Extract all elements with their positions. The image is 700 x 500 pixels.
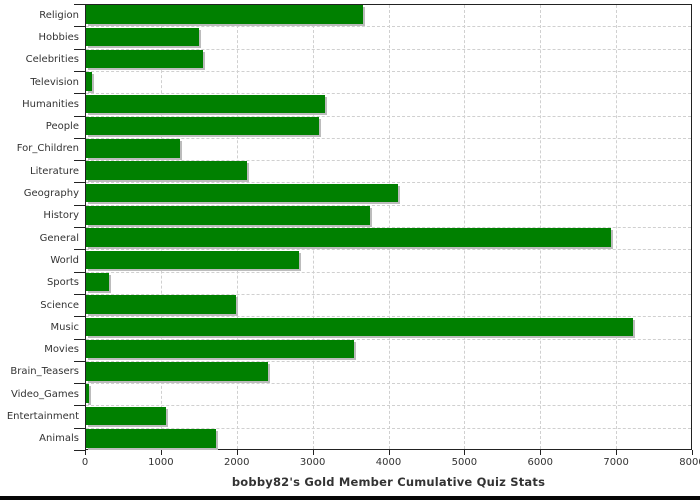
x-axis-tick xyxy=(236,450,238,455)
y-axis-tick xyxy=(74,204,85,206)
x-axis-tick-label: 0 xyxy=(81,457,89,468)
x-axis-tick xyxy=(388,450,390,455)
x-axis-tick-label: 6000 xyxy=(527,457,553,468)
x-axis-tick-label: 5000 xyxy=(451,457,478,468)
y-axis-label: Video_Games xyxy=(11,388,79,400)
bottom-window-edge xyxy=(0,496,700,500)
y-axis-tick xyxy=(74,4,85,5)
bar-world xyxy=(86,250,299,270)
y-axis-tick xyxy=(74,360,85,362)
x-axis-tick xyxy=(312,450,314,455)
y-axis-tick xyxy=(74,48,85,50)
x-axis-tick-label: 2000 xyxy=(224,457,250,468)
v-gridline xyxy=(160,5,162,449)
y-axis-label: Geography xyxy=(23,188,79,200)
bar-geography xyxy=(86,183,399,203)
x-axis-tick-label: 4000 xyxy=(375,457,402,468)
bar-brain_teasers xyxy=(86,362,268,381)
y-axis-tick xyxy=(74,137,85,139)
y-axis-label: Religion xyxy=(39,9,79,21)
y-axis-label: Entertainment xyxy=(6,411,79,423)
v-gridline xyxy=(236,5,238,449)
y-axis-label: World xyxy=(50,254,79,266)
y-axis-tick xyxy=(74,271,85,273)
y-axis-tick xyxy=(74,293,85,295)
bar-for_children xyxy=(86,139,180,158)
y-axis-label: Music xyxy=(50,321,79,333)
bar-video_games xyxy=(86,384,89,403)
v-gridline xyxy=(312,5,314,449)
x-axis-tick xyxy=(692,450,693,455)
v-gridline xyxy=(464,5,466,449)
bar-history xyxy=(86,206,371,225)
y-axis-tick xyxy=(74,249,85,251)
v-gridline xyxy=(388,5,390,449)
x-axis-tick xyxy=(540,450,542,455)
x-axis-tick xyxy=(464,450,466,455)
y-axis-tick xyxy=(74,427,85,429)
v-gridline xyxy=(616,5,618,449)
y-axis-label: Literature xyxy=(30,165,79,177)
y-axis-label: Sports xyxy=(46,277,79,289)
chart-title: bobby82's Gold Member Cumulative Quiz St… xyxy=(231,475,546,489)
y-axis-tick xyxy=(74,450,85,451)
y-axis-tick xyxy=(74,70,85,72)
bar-movies xyxy=(86,339,355,359)
bar-television xyxy=(86,72,93,91)
bar-general xyxy=(86,228,611,247)
bar-literature xyxy=(86,161,248,180)
y-axis-tick xyxy=(74,316,85,318)
plot-area xyxy=(85,4,692,450)
y-axis-label: Movies xyxy=(44,344,79,356)
y-axis-label: People xyxy=(45,121,79,133)
y-axis-tick xyxy=(74,182,85,184)
y-axis-label: General xyxy=(39,232,79,244)
y-axis-label: Celebrities xyxy=(25,54,79,66)
bar-humanities xyxy=(86,94,325,113)
x-axis-tick xyxy=(85,450,86,455)
y-axis-tick xyxy=(74,227,85,228)
x-axis-tick-label: 8000 xyxy=(679,457,700,468)
bar-people xyxy=(86,116,320,136)
y-axis-label: Brain_Teasers xyxy=(10,366,79,378)
bar-hobbies xyxy=(86,27,199,47)
y-axis-label: Hobbies xyxy=(38,31,79,43)
x-axis-tick-label: 3000 xyxy=(299,457,326,468)
y-axis-label: Humanities xyxy=(22,98,79,110)
bar-entertainment xyxy=(86,406,167,426)
x-axis-tick xyxy=(616,450,618,455)
bar-sports xyxy=(86,272,109,292)
y-axis-tick xyxy=(74,160,85,162)
y-axis-tick xyxy=(74,115,85,117)
y-axis-tick xyxy=(74,26,85,28)
y-axis-label: For_Children xyxy=(16,143,79,155)
y-axis-tick xyxy=(74,93,85,95)
y-axis-tick xyxy=(74,405,85,407)
bar-science xyxy=(86,295,236,314)
y-axis-label: History xyxy=(43,210,79,222)
bar-celebrities xyxy=(86,49,203,69)
x-axis-tick-label: 1000 xyxy=(148,457,174,468)
y-axis-tick xyxy=(74,338,85,340)
x-axis-tick-label: 7000 xyxy=(603,457,629,468)
v-gridline xyxy=(540,5,542,449)
y-axis-tick xyxy=(74,383,85,385)
y-axis-label: Television xyxy=(30,76,79,88)
bar-animals xyxy=(86,429,217,448)
x-axis-tick xyxy=(160,450,162,455)
bar-music xyxy=(86,317,633,336)
bar-religion xyxy=(86,5,363,24)
y-axis-label: Science xyxy=(40,299,79,311)
y-axis-label: Animals xyxy=(39,433,79,445)
